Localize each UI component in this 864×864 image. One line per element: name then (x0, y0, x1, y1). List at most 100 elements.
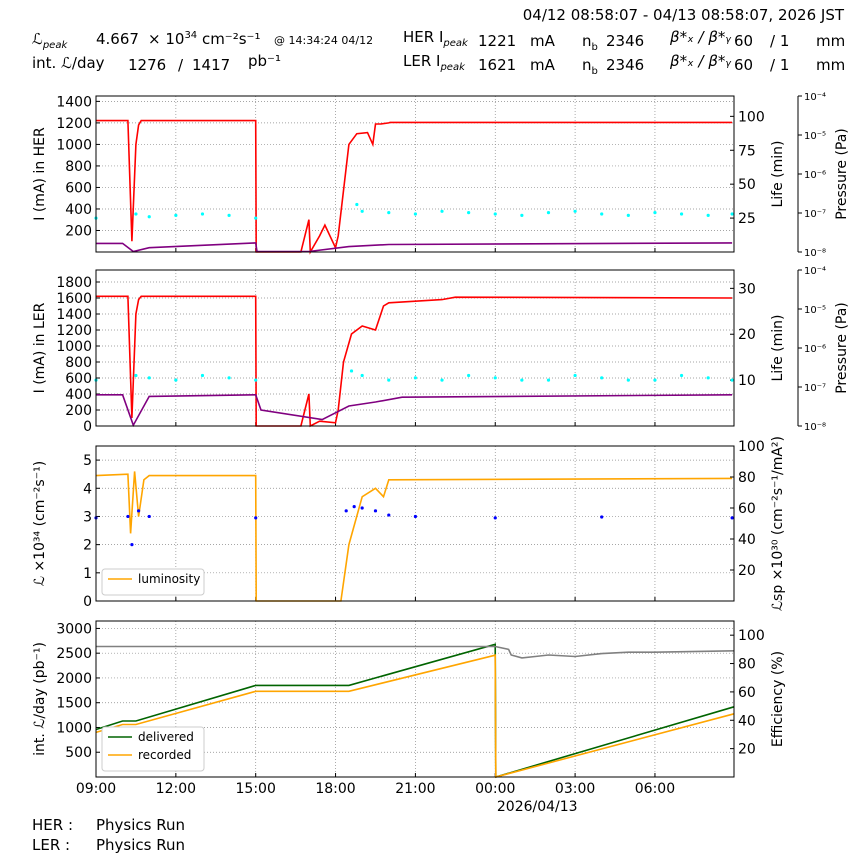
y2-axis-label: Efficiency (%) (770, 651, 786, 747)
legend-box (101, 726, 205, 772)
pressure-tick-label: 10⁻⁴ (804, 266, 826, 277)
y-tick-label: 1000 (56, 339, 92, 355)
life-point (200, 373, 205, 378)
y-axis-label: int. ℒ/day (pb⁻¹) (32, 642, 48, 756)
y2-tick-label: 20 (738, 742, 756, 758)
pressure-tick-label: 10⁻⁸ (804, 422, 826, 433)
pressure-tick-label: 10⁻⁵ (804, 305, 826, 316)
y-tick-label: 1400 (56, 94, 92, 110)
life-point (387, 378, 391, 382)
ler-current-unit: mA (530, 56, 555, 74)
y-tick-label: 4 (83, 481, 92, 497)
ler-sub: peak (440, 62, 465, 73)
current-line (96, 295, 733, 428)
y-tick-label: 800 (65, 355, 92, 371)
life-point (360, 373, 364, 378)
life-point (200, 212, 205, 216)
y2-tick-label: 40 (738, 713, 756, 729)
current-line (96, 119, 733, 255)
y-axis-label: ℒ ×10³⁴ (cm⁻²s⁻¹) (32, 461, 48, 586)
her-nb-value: 2346 (606, 32, 645, 50)
ler-current-label: LER Ipeak (403, 52, 465, 73)
life-point (467, 373, 471, 378)
life-point (174, 378, 178, 382)
life-point (493, 376, 497, 380)
y2-tick-label: 75 (738, 143, 756, 159)
her-label: HER I (403, 28, 444, 46)
y2-tick-label: 100 (738, 109, 765, 125)
her-current-unit: mA (530, 32, 555, 50)
spec-point (600, 515, 604, 519)
y-tick-label: 1400 (56, 307, 92, 323)
y2-tick-label: 30 (738, 281, 756, 297)
legend-box (101, 568, 205, 596)
her-nb-n: n (582, 32, 592, 50)
life-point (626, 213, 630, 217)
y-tick-label: 500 (65, 745, 92, 761)
y-tick-label: 400 (65, 202, 92, 218)
y2-tick-label: 25 (738, 211, 756, 227)
life-point (440, 209, 444, 213)
footer-ler-label: LER : (32, 836, 71, 854)
y2-tick-label: 80 (738, 470, 756, 486)
efficiency-line (96, 645, 735, 659)
life-point (520, 213, 524, 217)
y-tick-label: 200 (65, 403, 92, 419)
life-point (706, 213, 710, 217)
ler-beta-y: / 1 (770, 56, 790, 74)
life-point (413, 376, 417, 380)
life-point (254, 378, 258, 382)
pressure-tick-label: 10⁻⁶ (804, 170, 826, 181)
ler-beta-label: β*ₓ / β*ᵧ (670, 52, 731, 70)
life-point (573, 209, 577, 213)
y2-axis-label: ℒsp ×10³⁰ (cm⁻²s⁻¹/mA²) (770, 436, 786, 611)
intl-slash: / (178, 56, 184, 74)
ler-current-value: 1621 (478, 56, 517, 74)
pressure-tick-label: 10⁻⁴ (804, 92, 826, 103)
spec-point (730, 516, 734, 520)
y-tick-label: 1600 (56, 291, 92, 307)
life-point (147, 215, 151, 219)
ler-beta-unit: mm (816, 56, 846, 74)
life-point (679, 373, 684, 378)
pressure-line (96, 242, 733, 253)
life-point (546, 378, 551, 382)
spec-point (387, 513, 391, 517)
spec-point (344, 509, 348, 513)
x-date-label: 2026/04/13 (497, 799, 578, 815)
pressure-tick-label: 10⁻⁷ (804, 383, 826, 394)
life-point (254, 216, 258, 220)
y2-tick-label: 100 (738, 628, 765, 644)
y2-tick-label: 20 (738, 563, 756, 579)
life-point (349, 369, 354, 373)
y-tick-label: 600 (65, 371, 92, 387)
spec-point (147, 514, 151, 519)
x-tick-label: 00:00 (475, 781, 515, 797)
pressure-tick-label: 10⁻⁵ (804, 131, 826, 142)
date-range: 04/12 08:58:07 - 04/13 08:58:07, 2026 JS… (522, 6, 844, 24)
y2-tick-label: 10 (738, 373, 756, 389)
legend-label-delivered: delivered (138, 730, 194, 744)
ler-label: LER I (403, 52, 441, 70)
y2-axis-label: Life (min) (770, 140, 786, 207)
x-tick-label: 21:00 (395, 781, 435, 797)
her-nb-sub: b (591, 42, 598, 53)
her-nb-label: nb (582, 32, 598, 53)
her-beta-y: / 1 (770, 32, 790, 50)
y-tick-label: 3 (83, 509, 92, 525)
y-tick-label: 2500 (56, 646, 92, 662)
y-tick-label: 1 (83, 566, 92, 582)
spec-point (352, 504, 356, 509)
x-tick-label: 03:00 (555, 781, 595, 797)
intl-unit: pb⁻¹ (248, 52, 281, 70)
x-tick-label: 06:00 (635, 781, 675, 797)
life-point (653, 211, 657, 215)
footer-her-status: Physics Run (96, 816, 186, 834)
y-tick-label: 0 (83, 594, 92, 610)
her-current-label: HER Ipeak (403, 28, 468, 49)
y2-tick-label: 40 (738, 532, 756, 548)
y-tick-label: 800 (65, 159, 92, 175)
lpeak-row: ℒpeak (32, 30, 67, 51)
life-point (147, 376, 151, 380)
y2-tick-label: 60 (738, 685, 756, 701)
